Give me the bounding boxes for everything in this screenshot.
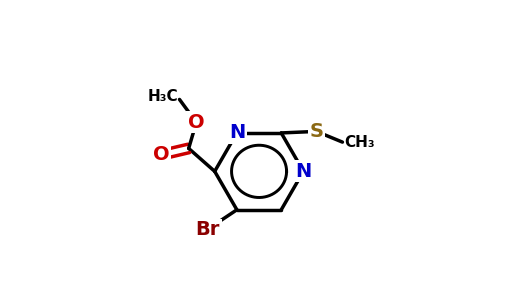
Text: CH₃: CH₃ <box>344 135 375 150</box>
Text: N: N <box>295 162 312 181</box>
Text: N: N <box>229 123 245 142</box>
Text: Br: Br <box>196 220 220 239</box>
Text: S: S <box>309 122 324 141</box>
Text: H₃C: H₃C <box>147 89 178 104</box>
Text: O: O <box>153 145 169 164</box>
Text: O: O <box>188 113 205 132</box>
